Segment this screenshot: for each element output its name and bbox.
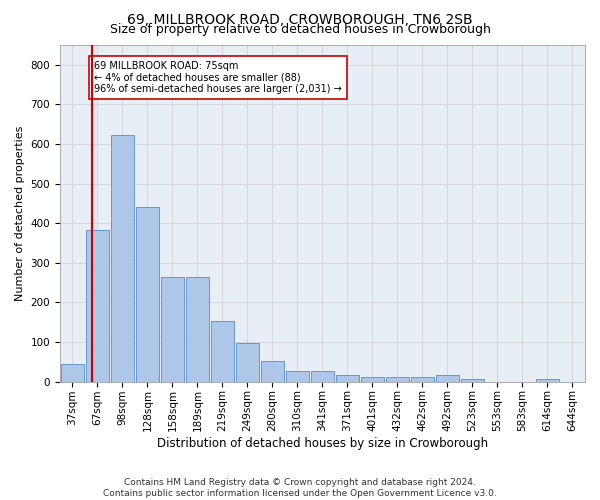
Bar: [61, 364, 83, 382]
Bar: [286, 370, 308, 382]
Text: Contains HM Land Registry data © Crown copyright and database right 2024.
Contai: Contains HM Land Registry data © Crown c…: [103, 478, 497, 498]
Bar: [386, 378, 409, 382]
Bar: [536, 378, 559, 382]
Bar: [86, 230, 109, 382]
Bar: [311, 370, 334, 382]
Bar: [461, 378, 484, 382]
Bar: [361, 378, 384, 382]
Bar: [411, 378, 434, 382]
Text: 69, MILLBROOK ROAD, CROWBOROUGH, TN6 2SB: 69, MILLBROOK ROAD, CROWBOROUGH, TN6 2SB: [127, 12, 473, 26]
Bar: [436, 375, 459, 382]
Bar: [161, 276, 184, 382]
Bar: [336, 375, 359, 382]
Bar: [111, 136, 134, 382]
Bar: [186, 276, 209, 382]
Y-axis label: Number of detached properties: Number of detached properties: [15, 126, 25, 301]
Text: 69 MILLBROOK ROAD: 75sqm
← 4% of detached houses are smaller (88)
96% of semi-de: 69 MILLBROOK ROAD: 75sqm ← 4% of detache…: [94, 61, 342, 94]
Bar: [236, 344, 259, 382]
Bar: [261, 361, 284, 382]
Bar: [136, 208, 158, 382]
Text: Size of property relative to detached houses in Crowborough: Size of property relative to detached ho…: [110, 22, 490, 36]
X-axis label: Distribution of detached houses by size in Crowborough: Distribution of detached houses by size …: [157, 437, 488, 450]
Bar: [211, 321, 233, 382]
